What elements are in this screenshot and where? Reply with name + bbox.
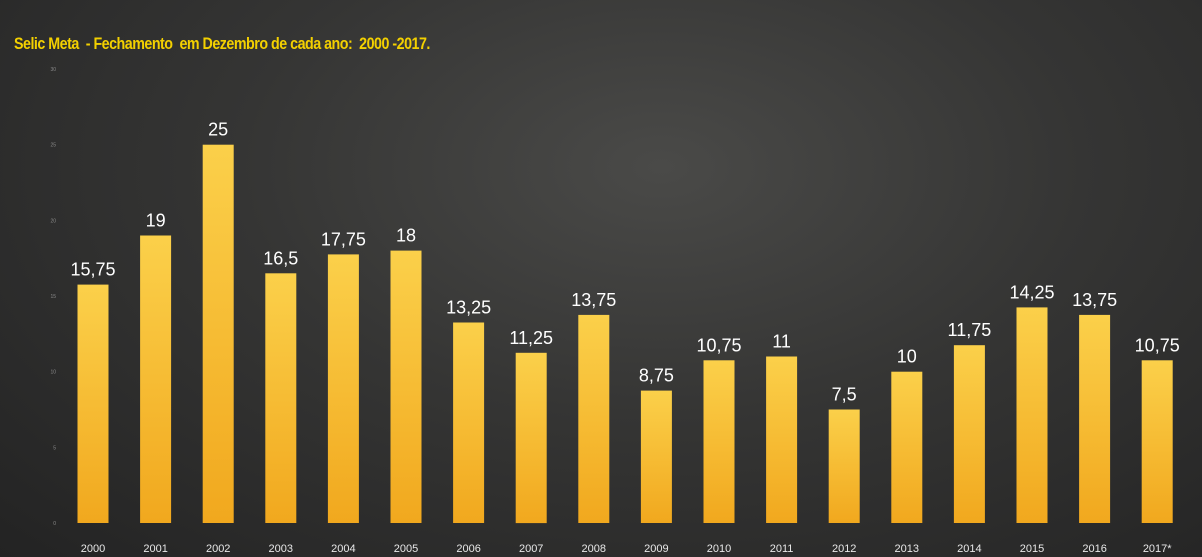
chart-title: Selic Meta - Fechamento em Dezembro de c… [14, 34, 430, 53]
bar-2016 [1079, 314, 1111, 523]
x-axis: 2000 2001 2002 2003 2004 2005 2006 2007 2008 2009… [81, 543, 1173, 555]
bar-2003 [265, 273, 297, 523]
y-tick-label: 25 [50, 143, 56, 149]
bar-2014 [953, 345, 985, 523]
y-tick-label: 30 [50, 67, 56, 73]
data-label: 19 [146, 211, 166, 231]
bar-2005 [390, 250, 422, 523]
bar-2004 [327, 254, 359, 523]
data-label: 10 [897, 347, 917, 367]
x-tick-label: 2008 [582, 543, 606, 555]
x-tick-label: 2012 [832, 543, 856, 555]
data-labels: 15,75 19 25 16,5 17,75 18 13,25 11,25 13,75 8,75 1… [70, 120, 1179, 405]
y-tick-label: 10 [50, 370, 56, 376]
x-tick-label: 2005 [394, 543, 418, 555]
x-tick-label: 2017* [1143, 543, 1172, 555]
data-label: 7,5 [832, 385, 857, 405]
x-tick-label: 2007 [519, 543, 543, 555]
data-label: 16,5 [263, 248, 298, 268]
data-label: 13,75 [1072, 290, 1117, 310]
bar-2009 [640, 390, 672, 523]
x-tick-label: 2003 [269, 543, 293, 555]
data-label: 8,75 [639, 366, 674, 386]
bar-2007 [515, 352, 547, 524]
x-tick-label: 2006 [456, 543, 480, 555]
data-label: 18 [396, 226, 416, 246]
y-tick-label: 20 [50, 218, 56, 224]
x-tick-label: 2010 [707, 543, 731, 555]
bar-2008 [578, 314, 610, 523]
x-tick-label: 2001 [143, 543, 167, 555]
bar-2006 [453, 322, 485, 523]
x-tick-label: 2016 [1082, 543, 1106, 555]
bar-series [77, 144, 1173, 524]
bar-2015 [1016, 307, 1048, 523]
y-tick-label: 15 [50, 294, 56, 300]
data-label: 11,75 [948, 320, 992, 340]
bar-2010 [703, 360, 735, 523]
y-tick-label: 5 [53, 445, 56, 451]
data-label: 13,75 [571, 290, 616, 310]
data-label: 10,75 [1135, 335, 1180, 355]
bar-2013 [891, 371, 923, 523]
x-tick-label: 2002 [206, 543, 230, 555]
bar-2011 [766, 356, 798, 523]
y-tick-label: 0 [53, 521, 56, 527]
x-tick-label: 2013 [895, 543, 919, 555]
data-label: 11 [772, 332, 791, 352]
data-label: 10,75 [696, 335, 741, 355]
x-tick-label: 2014 [957, 543, 981, 555]
x-tick-label: 2009 [644, 543, 668, 555]
x-tick-label: 2011 [770, 543, 794, 555]
bar-2017* [1141, 360, 1173, 523]
data-label: 13,25 [446, 298, 491, 318]
data-label: 25 [208, 120, 228, 140]
x-tick-label: 2000 [81, 543, 105, 555]
data-label: 11,25 [509, 328, 553, 348]
x-tick-label: 2004 [331, 543, 355, 555]
bar-2001 [140, 235, 172, 523]
x-tick-label: 2015 [1020, 543, 1044, 555]
bar-2012 [828, 409, 860, 523]
bar-2000 [77, 284, 109, 523]
data-label: 15,75 [70, 260, 115, 280]
y-axis: 0 5 10 15 20 25 30 [50, 67, 56, 527]
bar-2002 [202, 144, 234, 523]
data-label: 17,75 [321, 229, 366, 249]
data-label: 14,25 [1009, 282, 1054, 302]
